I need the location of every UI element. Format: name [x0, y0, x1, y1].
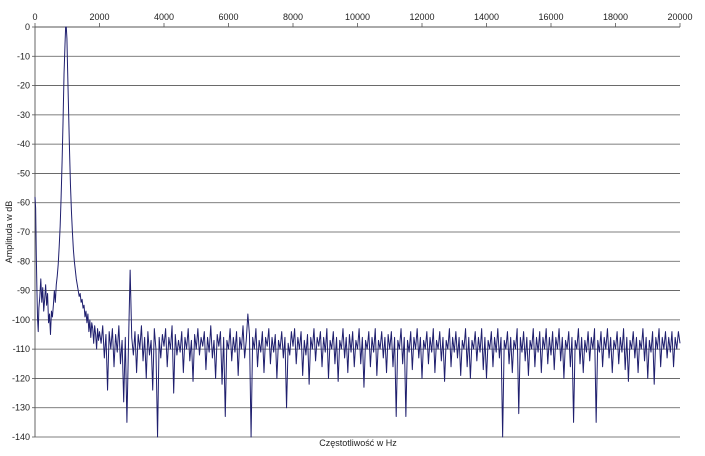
y-tick-label: -100: [12, 315, 30, 325]
y-tick-label: -10: [17, 51, 30, 61]
x-tick-label: 14000: [474, 12, 499, 22]
y-tick-label: -80: [17, 256, 30, 266]
x-tick-label: 10000: [345, 12, 370, 22]
y-tick-label: -70: [17, 227, 30, 237]
y-tick-label: -60: [17, 198, 30, 208]
y-tick-label: -120: [12, 373, 30, 383]
series-layer: [34, 26, 681, 438]
x-tick-label: 20000: [667, 12, 692, 22]
y-axis-title: Amplituda w dB: [4, 201, 14, 264]
x-tick-label: 8000: [283, 12, 303, 22]
x-tick-label: 18000: [603, 12, 628, 22]
axis-layer: [32, 23, 681, 438]
y-tick-label: -50: [17, 168, 30, 178]
y-tick-label: -140: [12, 432, 30, 442]
x-tick-label: 16000: [538, 12, 563, 22]
tick-labels: 0 -10 -20 -30 -40 -50 -60 -70 -80 -90 -100 -110 -120…: [12, 12, 693, 442]
y-tick-label: -20: [17, 81, 30, 91]
x-tick-label: 2000: [89, 12, 109, 22]
y-tick-label: -40: [17, 139, 30, 149]
x-axis-title: Częstotliwość w Hz: [319, 438, 397, 448]
y-tick-label: -110: [13, 344, 30, 354]
spectrum-series-line: [34, 26, 681, 438]
x-tick-label: 12000: [409, 12, 434, 22]
y-tick-label: 0: [25, 22, 30, 32]
y-tick-label: -130: [12, 403, 30, 413]
y-tick-label: -30: [17, 110, 30, 120]
y-tick-label: -90: [17, 286, 30, 296]
grid-layer: [35, 26, 680, 438]
x-tick-label: 0: [32, 12, 37, 22]
x-tick-label: 6000: [218, 12, 238, 22]
x-tick-label: 4000: [154, 12, 174, 22]
